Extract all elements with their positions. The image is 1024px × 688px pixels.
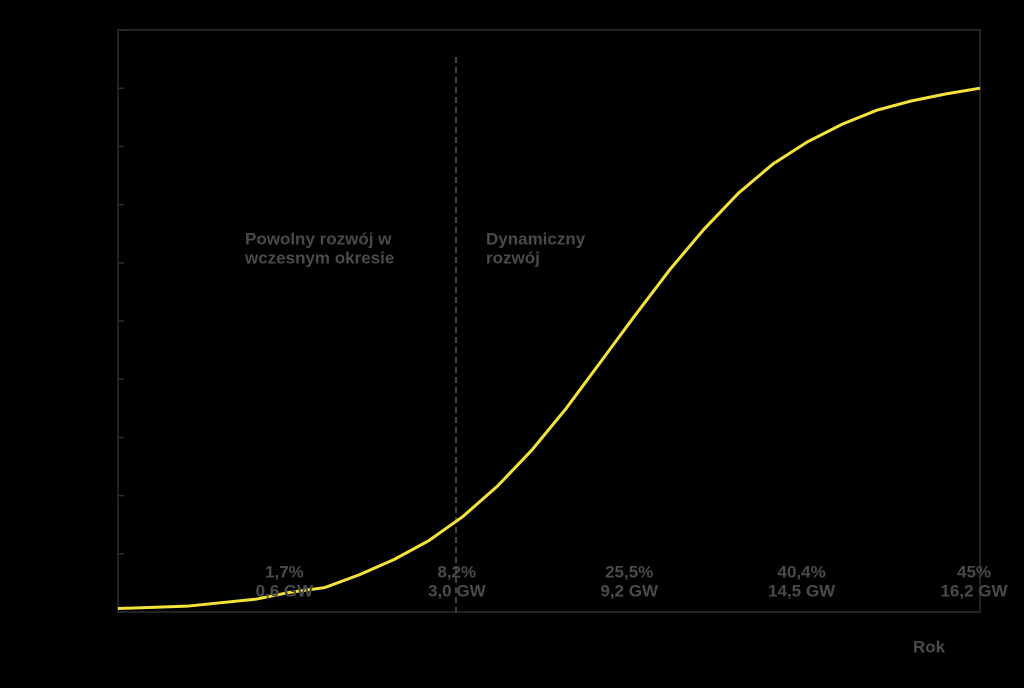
phase-label: Powolny rozwój w: [245, 229, 392, 248]
value-label: 25,5%: [605, 562, 653, 581]
value-label: 8,2%: [437, 562, 476, 581]
phase-label: Dynamiczny: [486, 229, 586, 248]
value-label: 1,7%: [265, 562, 304, 581]
phase-label: rozwój: [486, 248, 540, 267]
capacity-label: 3,0 GW: [428, 581, 487, 600]
capacity-label: 16,2 GW: [940, 581, 1008, 600]
phase-label: wczesnym okresie: [244, 248, 394, 267]
capacity-label: 0,6 GW: [256, 581, 315, 600]
value-label: 45%: [957, 562, 991, 581]
capacity-label: 14,5 GW: [768, 581, 836, 600]
capacity-label: 9,2 GW: [600, 581, 659, 600]
value-label: 40,4%: [777, 562, 825, 581]
x-axis-label: Rok: [913, 637, 946, 656]
line-series: [117, 86, 981, 611]
